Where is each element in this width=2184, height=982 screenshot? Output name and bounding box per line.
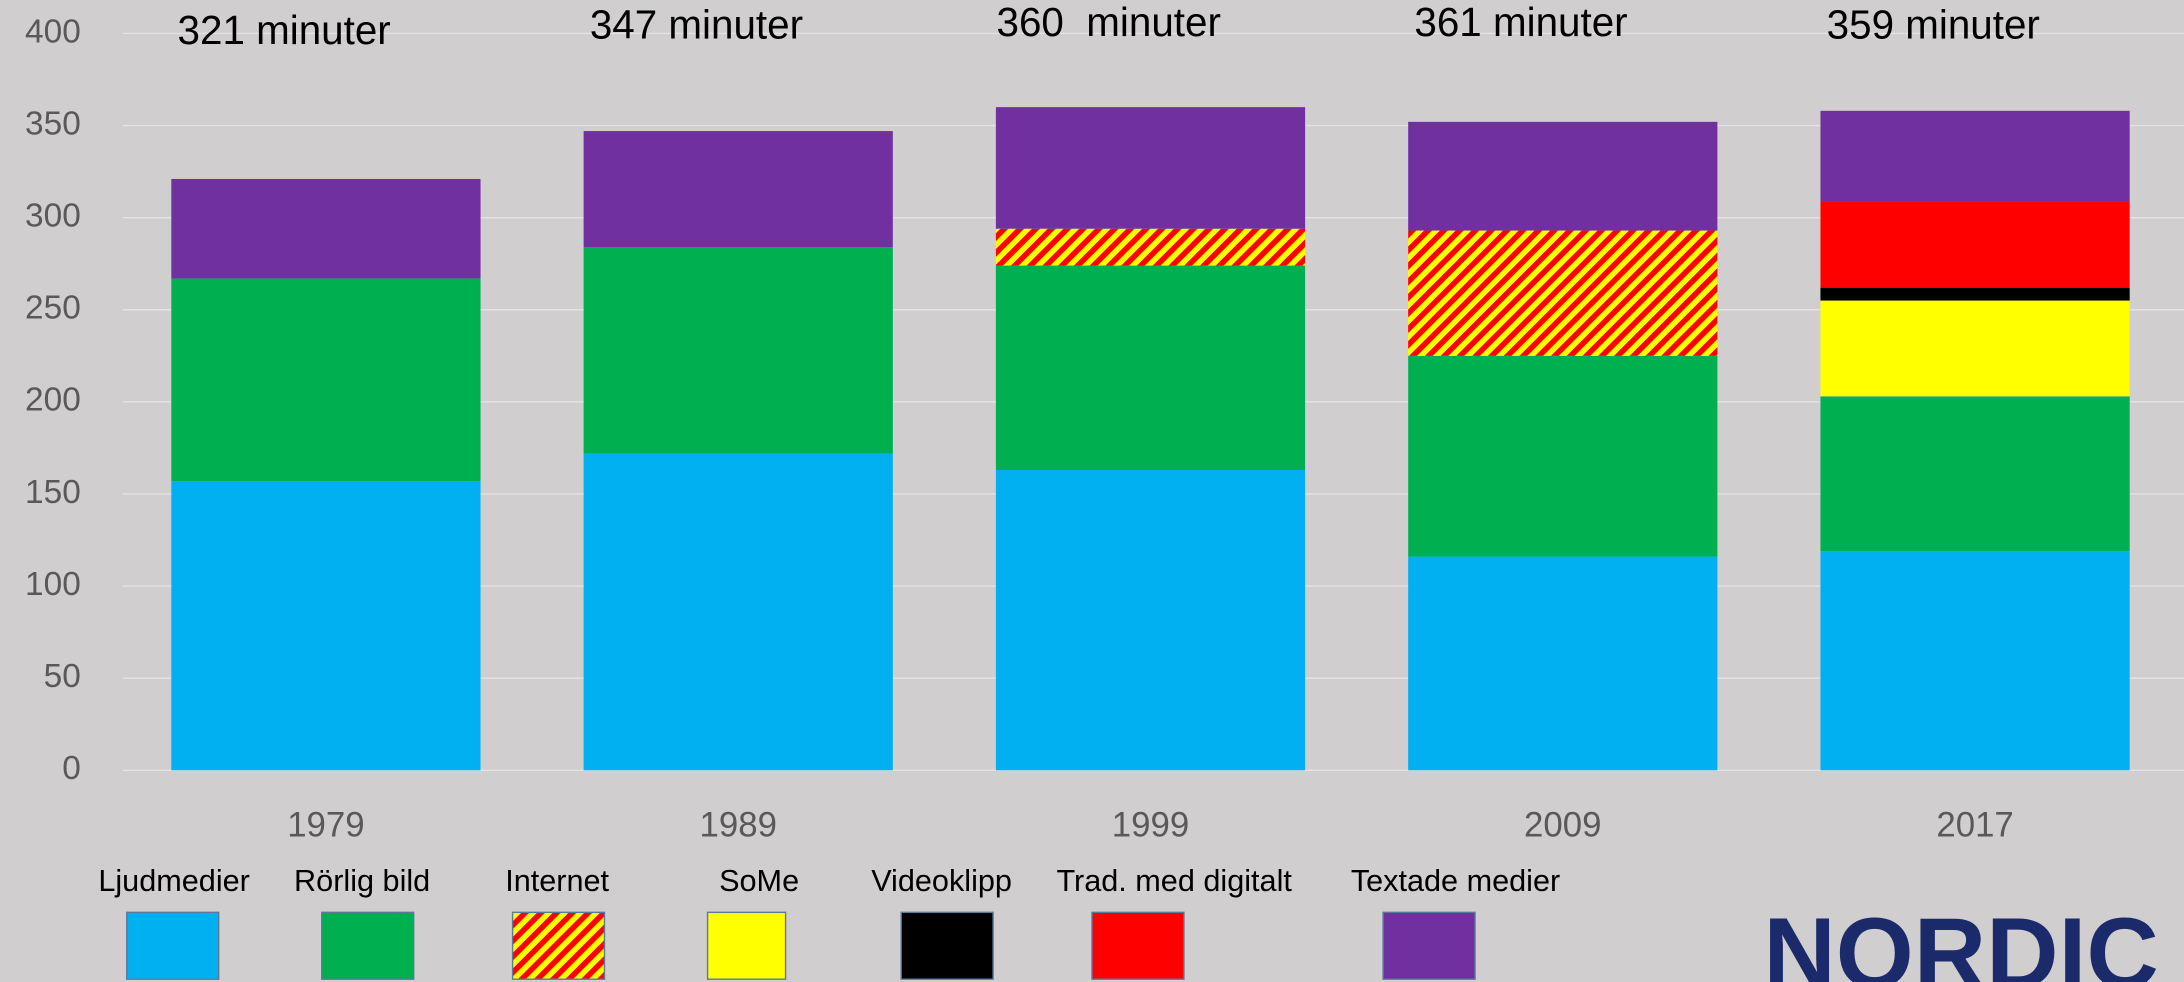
y-tick-label: 300	[25, 197, 81, 234]
legend-label: Textade medier	[1351, 864, 1560, 898]
bar-segment	[1408, 230, 1718, 356]
y-tick-label: 250	[25, 290, 81, 327]
y-tick-label: 0	[62, 750, 81, 787]
bar-segment	[1820, 551, 2130, 771]
bar-segment	[1820, 300, 2130, 397]
bar-segment	[583, 453, 893, 771]
bar-segment	[583, 131, 893, 248]
bar-annotation: 361 minuter	[1414, 0, 1627, 45]
bar-segment	[1408, 121, 1718, 231]
y-tick-label: 400	[25, 13, 81, 50]
legend-swatch	[1382, 911, 1476, 980]
bar-segment	[171, 481, 481, 771]
legend-label: Rörlig bild	[294, 864, 430, 898]
bar-segment	[1820, 396, 2130, 552]
legend-label: Trad. med digitalt	[1056, 864, 1292, 898]
logo: NORDIC	[1763, 898, 2158, 982]
bar-segment	[995, 470, 1306, 771]
bar-annotation: 347 minuter	[590, 2, 803, 48]
y-tick-label: 200	[25, 382, 81, 419]
legend-label: Ljudmedier	[98, 864, 250, 898]
bar-segment	[1820, 201, 2130, 288]
legend-label: Internet	[505, 864, 609, 898]
bar-segment	[995, 107, 1306, 229]
bar-segment	[1408, 355, 1718, 557]
legend-swatch	[706, 911, 787, 980]
bar-segment	[1408, 556, 1718, 771]
bar-segment	[1820, 287, 2130, 301]
bar-segment	[171, 178, 481, 279]
x-tick-label: 1979	[287, 806, 364, 845]
y-tick-label: 100	[25, 566, 81, 603]
bar-annotation: 321 minuter	[178, 7, 391, 53]
bar-segment	[583, 247, 893, 454]
legend-swatch	[511, 911, 606, 980]
legend-swatch	[1091, 911, 1185, 980]
bar-annotation: 360 minuter	[996, 0, 1220, 45]
bar-segment	[995, 265, 1306, 471]
legend-swatch	[126, 911, 220, 980]
bar-segment	[995, 228, 1306, 266]
legend-label: Videoklipp	[871, 864, 1012, 898]
x-tick-label: 1989	[699, 806, 776, 845]
y-tick-label: 350	[25, 105, 81, 142]
x-tick-label: 2009	[1524, 806, 1601, 845]
x-tick-label: 2017	[1936, 806, 2013, 845]
bar-segment	[1820, 110, 2130, 202]
legend-label: SoMe	[719, 864, 799, 898]
bar-segment	[171, 278, 481, 482]
legend-swatch	[321, 911, 415, 980]
legend-swatch	[900, 911, 994, 980]
x-tick-label: 1999	[1112, 806, 1189, 845]
y-tick-label: 150	[25, 474, 81, 511]
y-tick-label: 50	[44, 658, 81, 695]
bar-annotation: 359 minuter	[1827, 2, 2040, 48]
